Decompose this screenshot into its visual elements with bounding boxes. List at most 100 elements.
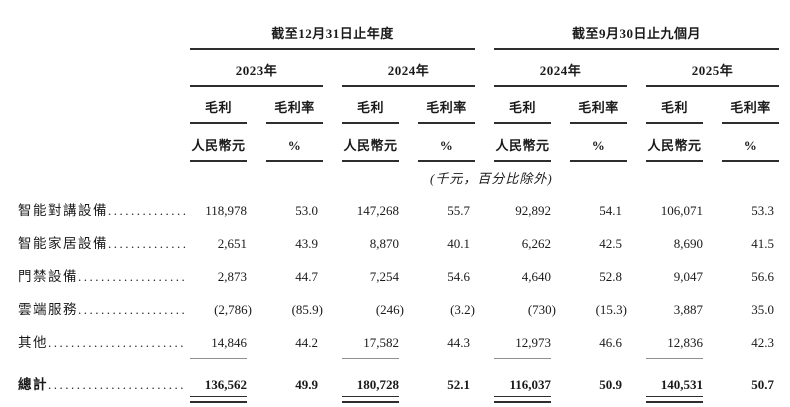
period-group-nine-months-label: 截至9月30日止九個月 [494,23,780,50]
row-label: 雲端服務 [18,302,78,317]
cell-value: (246) [375,302,404,317]
gross-profit-table: 截至12月31日止年度 截至9月30日止九個月 2023年 2024年 2024… [18,10,780,403]
gross-margin-header: 毛利率 [247,87,323,124]
percent-unit-header: % [551,124,628,162]
dot-leader: ........................................… [108,203,186,218]
currency-unit-header: 人民幣元 [323,124,399,162]
cell-value: 9,047 [673,269,704,284]
gross-profit-header: 毛利 [190,87,247,124]
cell-value: 53.0 [295,203,318,218]
cell-value: 56.6 [751,269,775,284]
table-row-total: 總計......................................… [18,359,779,403]
table-row-others: 其他......................................… [18,326,779,359]
table-row-access-control: 門禁設備....................................… [18,260,779,293]
dot-leader: ........................................… [48,335,186,350]
cell-value: 8,870 [369,236,399,251]
total-value: 50.9 [599,377,623,392]
cell-value: 55.7 [447,203,471,218]
cell-value: 118,978 [205,203,247,218]
cell-value: 2,651 [217,236,247,251]
row-label: 智能對講設備 [18,203,108,218]
currency-unit-header: 人民幣元 [190,124,247,162]
gross-margin-header: 毛利率 [703,87,780,124]
measure-header-row: 毛利 毛利率 毛利 毛利率 毛利 毛利率 毛利 毛利率 [18,87,780,124]
row-label-cell: 其他......................................… [18,326,190,359]
cell-value: (85.9) [291,302,323,317]
cell-value: 43.9 [295,236,318,251]
unit-header-row: 人民幣元 % 人民幣元 % 人民幣元 % 人民幣元 % [18,124,780,162]
units-note-cell: (千元，百分比除外) [190,162,779,194]
cell-value: 40.1 [447,236,471,251]
dot-leader: ........................................… [108,236,186,251]
cell-value: 41.5 [751,236,775,251]
total-value: 140,531 [627,359,704,403]
percent-unit-header: % [399,124,476,162]
currency-unit-header: 人民幣元 [627,124,704,162]
cell-value: 2,873 [217,269,247,284]
period-group-annual: 截至12月31日止年度 [190,10,476,50]
total-value: 49.9 [295,377,318,392]
cell-value: 8,690 [673,236,704,251]
cell-value: 53.3 [751,203,775,218]
cell-value: 52.8 [599,269,623,284]
cell-value: 54.1 [599,203,623,218]
row-label-cell: 智能家居設備..................................… [18,227,190,260]
cell-value: 42.5 [599,236,623,251]
spacer-cell [18,124,190,162]
spacer-cell [18,50,190,87]
dot-leader: ........................................… [78,302,186,317]
dot-leader: ........................................… [48,377,186,392]
table-row-smart-intercom: 智能對講設備..................................… [18,194,779,227]
total-label-cell: 總計......................................… [18,359,190,403]
units-note: (千元，百分比除外) [430,171,553,186]
row-label: 智能家居設備 [18,236,108,251]
total-label: 總計 [18,377,48,392]
cell-value: (3.2) [450,302,476,317]
cell-value: 46.6 [599,335,623,350]
table-row-smart-home: 智能家居設備..................................… [18,227,779,260]
spacer-cell [18,10,190,50]
period-group-header-row: 截至12月31日止年度 截至9月30日止九個月 [18,10,780,50]
cell-value: 3,887 [673,302,704,317]
year-header-2024-annual: 2024年 [323,50,476,87]
spacer-cell [18,87,190,124]
cell-value: 4,640 [521,269,552,284]
cell-value: (730) [527,302,557,317]
cell-value: (2,786) [214,302,252,317]
total-value: 116,037 [475,359,552,403]
cell-value: 44.3 [447,335,471,350]
row-label: 其他 [18,335,48,350]
period-group-annual-label: 截至12月31日止年度 [190,23,476,50]
row-label-cell: 雲端服務....................................… [18,293,190,326]
cell-value: 44.7 [295,269,318,284]
gross-profit-header: 毛利 [627,87,704,124]
cell-value: 147,268 [356,203,399,218]
cell-value: 12,836 [627,326,704,359]
total-value: 52.1 [447,377,471,392]
period-group-nine-months: 截至9月30日止九個月 [475,10,780,50]
cell-value: 44.2 [295,335,318,350]
cell-value: 14,846 [190,326,247,359]
cell-value: 54.6 [447,269,471,284]
cell-value: 42.3 [751,335,775,350]
currency-unit-header: 人民幣元 [475,124,552,162]
percent-unit-header: % [247,124,323,162]
gross-margin-header: 毛利率 [551,87,628,124]
gross-profit-header: 毛利 [323,87,399,124]
gross-margin-header: 毛利率 [399,87,476,124]
year-header-2023: 2023年 [190,50,323,87]
units-note-row: (千元，百分比除外) [18,162,779,194]
table-row-cloud-services: 雲端服務....................................… [18,293,779,326]
row-label-cell: 智能對講設備..................................… [18,194,190,227]
total-value: 180,728 [323,359,399,403]
year-header-row: 2023年 2024年 2024年 2025年 [18,50,780,87]
row-label: 門禁設備 [18,269,78,284]
row-label-cell: 門禁設備....................................… [18,260,190,293]
total-value: 50.7 [751,377,775,392]
cell-value: 6,262 [521,236,552,251]
year-header-2024-nine-months: 2024年 [475,50,628,87]
total-value: 136,562 [190,359,247,403]
cell-value: 17,582 [323,326,399,359]
cell-value: 7,254 [369,269,399,284]
year-header-2025: 2025年 [627,50,780,87]
